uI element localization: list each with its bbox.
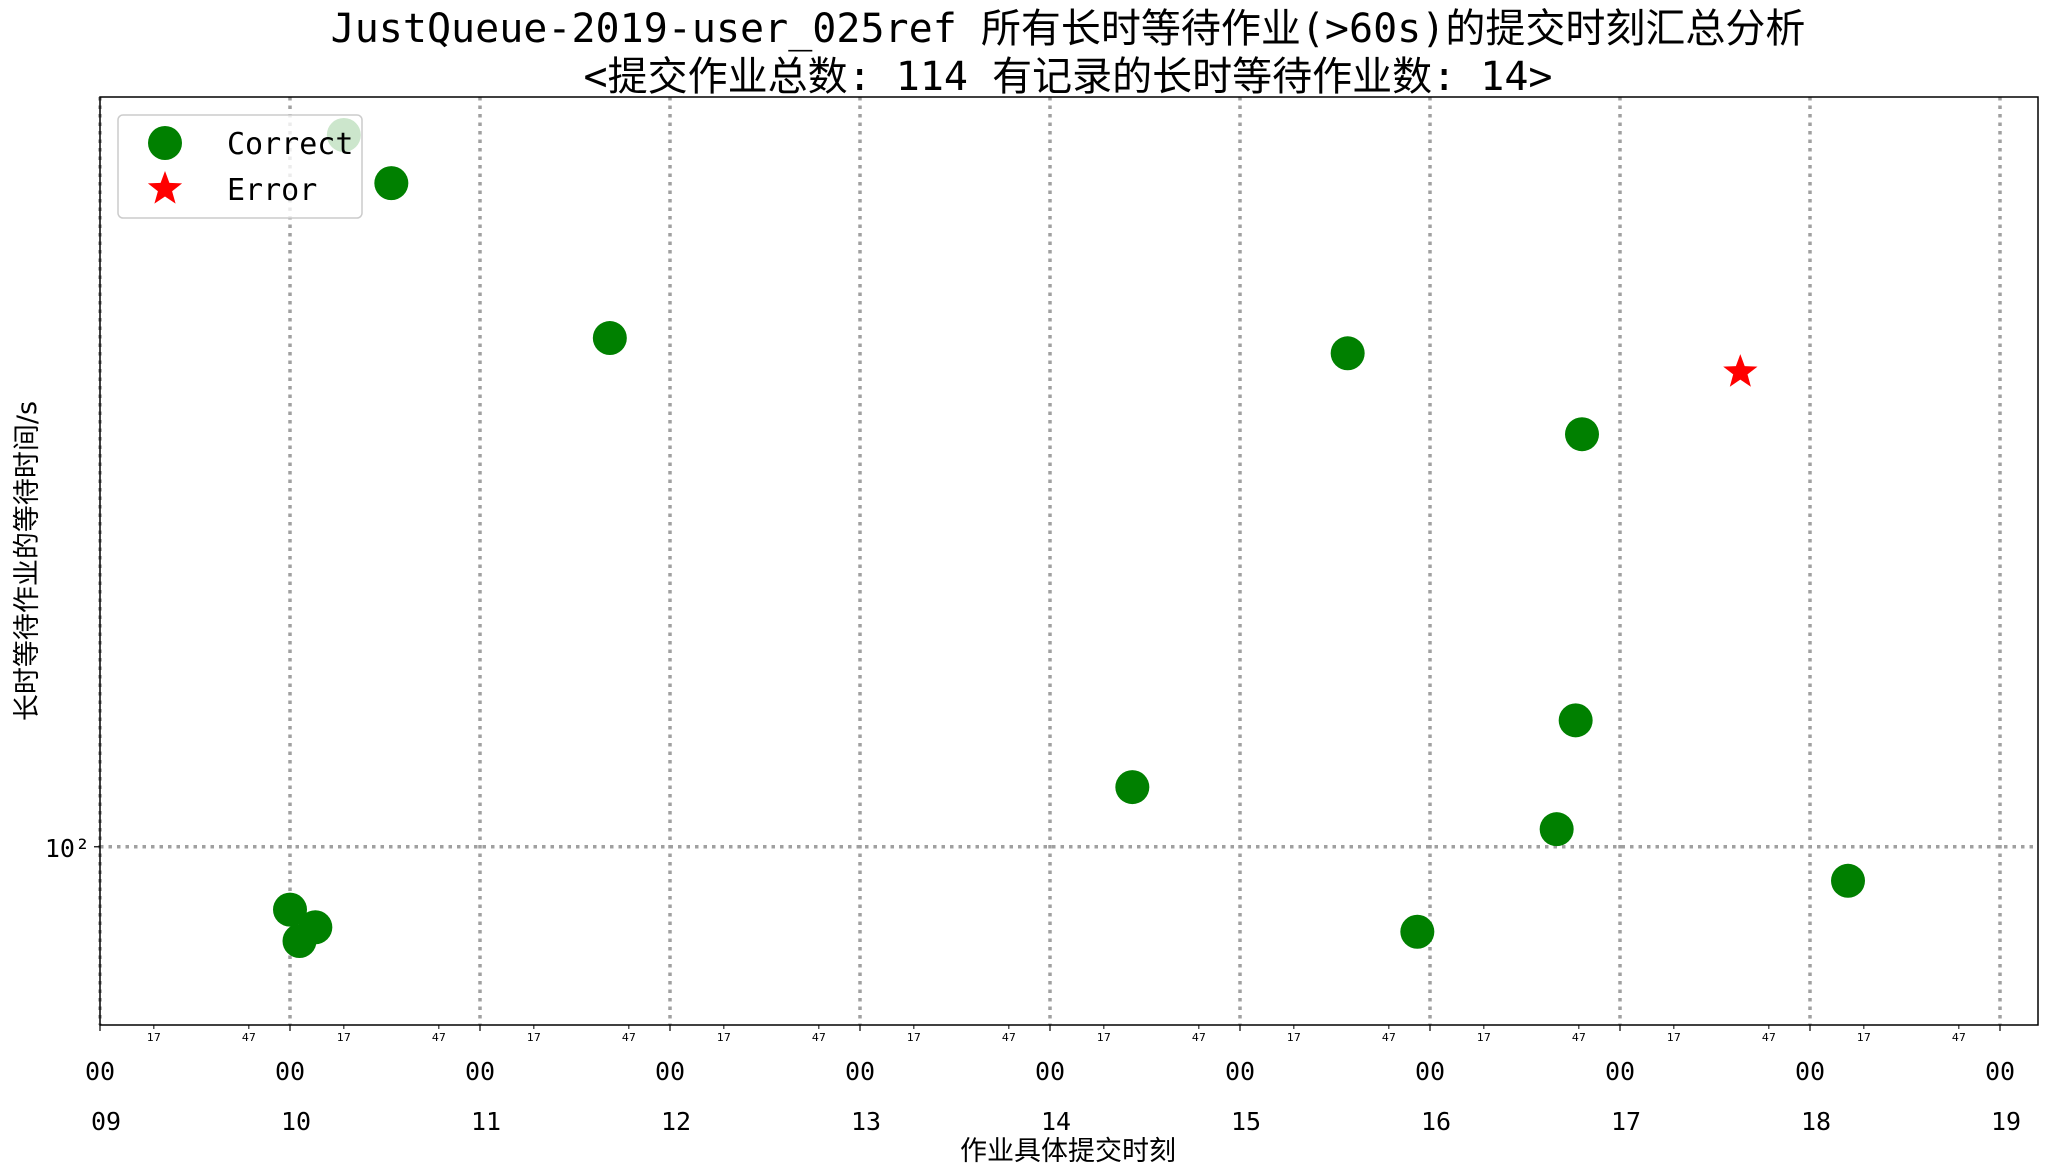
axis-ticks: 00 09 00 10 00 11 00 12 00 13 00 14 00 15 00 16 00 17 00 18…: [45, 834, 2021, 1136]
correct-point: [1115, 770, 1150, 805]
x-minor-tick-label: 47: [1762, 1031, 1776, 1044]
x-minor-tick-label: 47: [1572, 1031, 1586, 1044]
correct-point: [1558, 703, 1593, 738]
correct-point: [1330, 336, 1365, 371]
x-tick-hour-label: 12: [661, 1107, 691, 1136]
x-minor-tick-label: 47: [242, 1031, 256, 1044]
x-minor-tick-label: 47: [1382, 1031, 1396, 1044]
chart-title: JustQueue-2019-user_025ref 所有长时等待作业(>60s…: [331, 6, 1806, 52]
x-tick-hour-label: 09: [91, 1107, 121, 1136]
x-minor-tick-label: 17: [717, 1031, 731, 1044]
x-minor-tick-label: 47: [1192, 1031, 1206, 1044]
x-minor-tick-label: 17: [907, 1031, 921, 1044]
x-tick-hour-label: 17: [1611, 1107, 1641, 1136]
legend-label-correct: Correct: [227, 127, 353, 162]
x-minor-tick-label: 17: [1477, 1031, 1491, 1044]
x-tick-hour-label: 13: [851, 1107, 881, 1136]
x-minor-tick-label: 47: [1002, 1031, 1016, 1044]
x-tick-minute-label: 00: [1225, 1057, 1255, 1086]
x-minor-tick-label: 47: [812, 1031, 826, 1044]
correct-point: [374, 166, 409, 201]
correct-point: [1831, 863, 1865, 898]
x-tick-minute-label: 00: [655, 1057, 685, 1086]
legend-marker-correct: [148, 126, 182, 160]
x-minor-tick-label: 47: [622, 1031, 636, 1044]
y-axis-label: 长时等待作业的等待时间/s: [12, 401, 43, 721]
legend-label-error: Error: [227, 173, 317, 208]
x-minor-tick-label: 17: [527, 1031, 541, 1044]
x-tick-minute-label: 00: [1605, 1057, 1635, 1086]
correct-point: [1565, 417, 1599, 452]
x-tick-hour-label: 10: [281, 1107, 311, 1136]
x-tick-hour-label: 18: [1801, 1107, 1831, 1136]
x-minor-tick-label: 17: [1857, 1031, 1871, 1044]
x-tick-minute-label: 00: [465, 1057, 495, 1086]
correct-point: [298, 910, 333, 945]
x-tick-hour-label: 19: [1991, 1107, 2021, 1136]
x-minor-tick-label: 17: [147, 1031, 161, 1044]
correct-point: [1539, 812, 1574, 847]
correct-point: [273, 892, 307, 927]
error-point: [1723, 354, 1758, 387]
x-minor-tick-label: 17: [1287, 1031, 1301, 1044]
x-tick-minute-label: 00: [1795, 1057, 1825, 1086]
legend-marker-error: [147, 171, 183, 204]
x-tick-minute-label: 00: [845, 1057, 875, 1086]
y-tick-label: 10²: [45, 834, 90, 863]
x-tick-hour-label: 15: [1231, 1107, 1261, 1136]
x-minor-tick-label: 47: [432, 1031, 446, 1044]
plot-area-frame: [99, 96, 2039, 1026]
x-tick-minute-label: 00: [1035, 1057, 1065, 1086]
x-tick-hour-label: 16: [1421, 1107, 1451, 1136]
x-tick-minute-label: 00: [85, 1057, 115, 1086]
correct-point: [592, 321, 627, 356]
x-tick-minute-label: 00: [1985, 1057, 2015, 1086]
legend: Correct Error: [117, 114, 363, 219]
x-axis-label: 作业具体提交时刻: [960, 1136, 1176, 1167]
x-minor-tick-label: 17: [1097, 1031, 1111, 1044]
x-minor-tick-label: 47: [1952, 1031, 1966, 1044]
data-points: [273, 117, 1865, 959]
x-minor-tick-label: 17: [1667, 1031, 1681, 1044]
x-tick-hour-label: 11: [471, 1107, 501, 1136]
x-tick-minute-label: 00: [275, 1057, 305, 1086]
x-tick-hour-label: 14: [1041, 1107, 1071, 1136]
x-minor-tick-label: 17: [337, 1031, 351, 1044]
chart-subtitle: <提交作业总数: 114 有记录的长时等待作业数: 14>: [584, 54, 1553, 100]
correct-point: [1400, 914, 1435, 949]
x-tick-minute-label: 00: [1415, 1057, 1445, 1086]
grid-lines: [98, 97, 2038, 1025]
